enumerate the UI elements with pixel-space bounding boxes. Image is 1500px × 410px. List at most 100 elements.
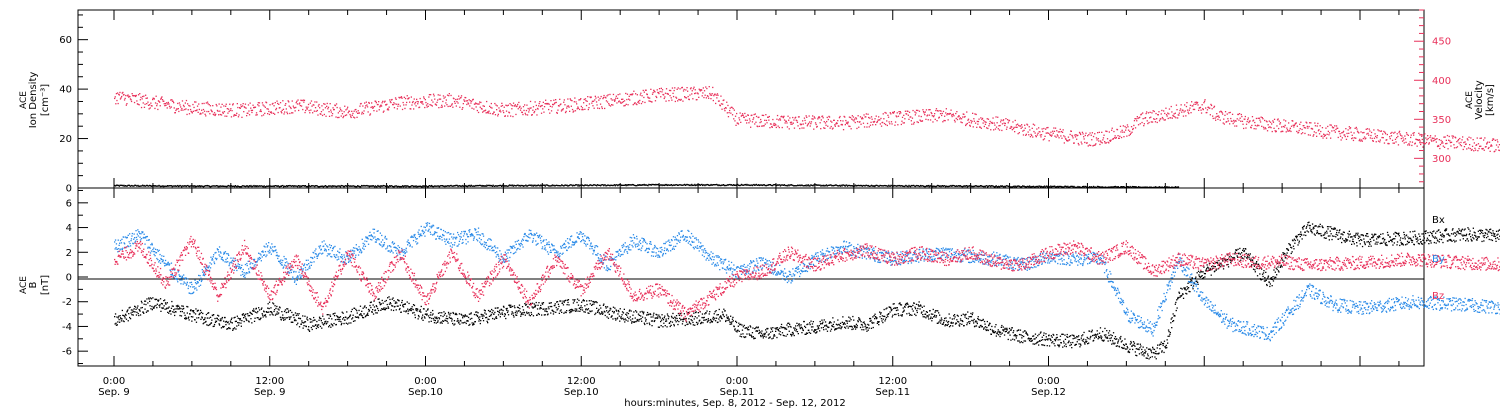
velocity-point — [1396, 137, 1398, 139]
density-point — [360, 186, 362, 188]
density-point — [406, 185, 409, 187]
velocity-point — [783, 115, 785, 117]
density-point — [223, 185, 226, 187]
velocity-point — [939, 113, 942, 115]
density-point — [283, 186, 285, 188]
velocity-point — [236, 103, 238, 105]
velocity-point — [820, 119, 822, 121]
velocity-point — [519, 109, 522, 111]
velocity-point — [533, 112, 535, 114]
density-point — [1043, 185, 1046, 187]
density-point — [1045, 185, 1047, 188]
velocity-point — [755, 115, 758, 118]
velocity-point — [322, 109, 324, 111]
velocity-point — [788, 119, 790, 121]
velocity-point — [1459, 137, 1461, 140]
velocity-point — [129, 96, 131, 98]
velocity-point — [986, 127, 988, 129]
velocity-point — [892, 111, 894, 114]
velocity-point — [236, 112, 238, 114]
density-point — [518, 185, 520, 187]
velocity-point — [1314, 125, 1317, 127]
velocity-point — [1325, 127, 1327, 129]
velocity-point — [1307, 127, 1309, 129]
velocity-point — [1184, 104, 1186, 106]
density-point — [1065, 185, 1067, 188]
density-point — [906, 185, 909, 187]
density-point — [930, 185, 933, 187]
velocity-point — [1222, 113, 1224, 115]
density-point — [1032, 185, 1035, 187]
velocity-point — [834, 125, 836, 127]
velocity-point — [487, 112, 490, 114]
velocity-point — [319, 107, 321, 109]
velocity-point — [877, 119, 879, 121]
velocity-point — [140, 106, 143, 109]
density-point — [627, 184, 629, 187]
velocity-point — [1277, 118, 1279, 120]
density-point — [756, 184, 758, 186]
velocity-point — [1219, 111, 1221, 113]
density-point — [1095, 186, 1097, 188]
density-point — [574, 184, 576, 187]
velocity-point — [1167, 112, 1169, 114]
velocity-point — [427, 103, 429, 105]
velocity-point — [1139, 116, 1141, 118]
density-point — [141, 185, 143, 187]
velocity-point — [803, 127, 805, 129]
velocity-point — [619, 93, 621, 95]
velocity-point — [1415, 138, 1418, 141]
density-point — [482, 185, 484, 187]
density-point — [964, 185, 966, 188]
velocity-point — [884, 111, 886, 114]
density-point — [517, 184, 519, 186]
velocity-point — [1327, 125, 1329, 128]
density-point — [923, 185, 925, 187]
density-point — [225, 185, 227, 187]
velocity-point — [300, 105, 303, 107]
velocity-point — [998, 129, 1001, 131]
velocity-point — [830, 125, 832, 128]
velocity-point — [242, 103, 244, 105]
density-point — [581, 184, 583, 186]
density-point — [1047, 186, 1049, 188]
density-point — [1064, 185, 1066, 187]
velocity-point — [177, 102, 179, 105]
velocity-point — [787, 115, 789, 117]
density-point — [751, 184, 753, 186]
velocity-point — [219, 110, 221, 112]
velocity-point — [1400, 134, 1402, 136]
velocity-point — [1283, 126, 1286, 128]
velocity-point — [364, 102, 366, 104]
velocity-point — [1014, 119, 1016, 122]
velocity-point — [1122, 125, 1124, 127]
density-point — [115, 184, 117, 187]
density-point — [382, 184, 384, 187]
velocity-point — [826, 116, 828, 119]
density-point — [639, 184, 641, 186]
velocity-point — [528, 109, 530, 111]
velocity-point — [918, 110, 921, 112]
velocity-point — [886, 124, 888, 127]
velocity-point — [1017, 123, 1019, 125]
velocity-point — [903, 114, 905, 116]
velocity-point — [835, 123, 837, 125]
density-point — [624, 184, 627, 186]
velocity-point — [604, 107, 606, 110]
density-point — [825, 185, 827, 187]
density-point — [996, 186, 998, 188]
velocity-point — [274, 113, 276, 115]
velocity-point — [1269, 126, 1271, 128]
velocity-point — [1060, 135, 1062, 137]
velocity-point — [956, 111, 958, 113]
velocity-point — [849, 116, 852, 119]
velocity-point — [654, 91, 656, 93]
density-point — [508, 185, 510, 187]
velocity-point — [1327, 130, 1329, 132]
velocity-point — [1177, 117, 1179, 119]
velocity-point — [1405, 141, 1407, 143]
density-point — [1068, 186, 1070, 188]
velocity-point — [264, 106, 266, 108]
density-point — [840, 184, 842, 186]
velocity-point — [1157, 114, 1159, 116]
